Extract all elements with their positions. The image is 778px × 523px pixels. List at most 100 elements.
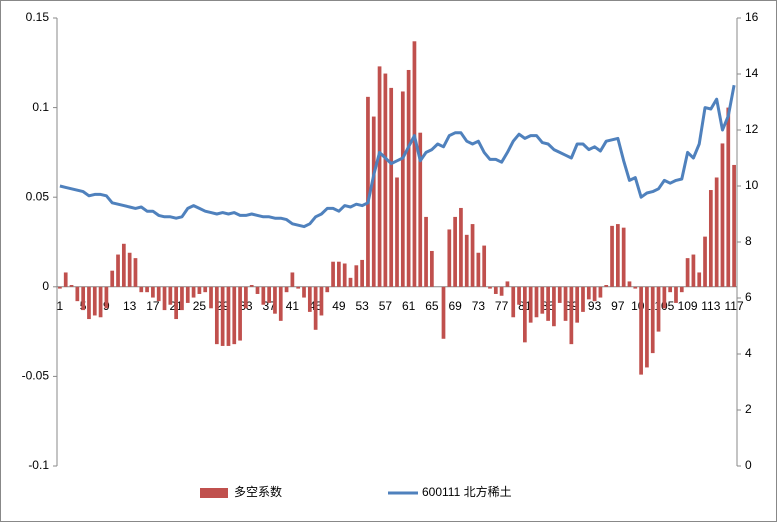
- legend-label: 600111 北方稀土: [422, 484, 512, 499]
- bar: [615, 224, 620, 287]
- y-tick-label: -0.05: [22, 369, 50, 383]
- bar: [226, 286, 231, 346]
- x-tick-label: 61: [402, 299, 416, 313]
- y2-tick-label: 10: [745, 178, 759, 192]
- y2-tick-label: 4: [745, 346, 752, 360]
- bar: [168, 286, 173, 305]
- bar: [98, 286, 103, 318]
- bar: [395, 177, 399, 287]
- bar: [470, 224, 475, 287]
- bar: [214, 286, 219, 345]
- x-tick-label: 97: [611, 299, 625, 313]
- bar: [284, 286, 289, 293]
- bar: [261, 286, 266, 305]
- x-tick-label: 13: [123, 299, 137, 313]
- bar: [453, 216, 457, 287]
- line: [59, 84, 736, 229]
- bar: [180, 286, 184, 311]
- bar: [290, 272, 295, 287]
- bar: [540, 286, 545, 314]
- bar: [331, 261, 335, 287]
- bar: [552, 286, 556, 327]
- y-tick-label: 0.05: [26, 189, 50, 203]
- y-tick-label: 0: [42, 279, 49, 293]
- bar: [238, 286, 242, 341]
- bar: [151, 286, 155, 298]
- bar: [459, 207, 463, 287]
- bar: [81, 286, 86, 311]
- y2-tick-label: 12: [745, 122, 759, 136]
- bar: [534, 286, 539, 318]
- bar: [424, 216, 428, 287]
- x-tick-label: 117: [725, 299, 744, 313]
- bar: [691, 254, 696, 287]
- bar: [517, 286, 521, 305]
- y2-tick-label: 2: [745, 402, 752, 416]
- bar: [482, 245, 487, 287]
- bar: [656, 286, 661, 332]
- x-tick-label: 17: [146, 299, 160, 313]
- bar: [511, 286, 516, 318]
- bar: [203, 286, 208, 293]
- bar: [650, 286, 655, 354]
- bar: [499, 286, 504, 296]
- bar: [197, 286, 202, 294]
- bar: [366, 96, 370, 287]
- bar: [87, 286, 91, 320]
- bar: [139, 286, 144, 293]
- bar: [360, 259, 364, 287]
- x-tick-label: 53: [355, 299, 369, 313]
- bar: [430, 250, 434, 287]
- y2-tick-label: 0: [745, 458, 752, 472]
- bar: [592, 286, 597, 302]
- x-tick-label: 93: [588, 299, 602, 313]
- bar: [726, 107, 731, 287]
- bar: [714, 177, 719, 287]
- bar: [383, 73, 388, 287]
- bar: [278, 286, 283, 321]
- bar: [232, 286, 237, 345]
- y2-tick-label: 14: [745, 66, 759, 80]
- bar: [488, 286, 492, 289]
- x-tick-label: 25: [193, 299, 207, 313]
- x-tick-label: 37: [262, 299, 276, 313]
- bar: [121, 243, 126, 287]
- bar: [267, 286, 271, 303]
- bar: [191, 286, 196, 298]
- bar: [406, 69, 411, 287]
- bar: [418, 132, 423, 287]
- y2-tick-label: 8: [745, 234, 752, 248]
- bar: [464, 234, 469, 287]
- x-tick-label: 113: [701, 299, 720, 313]
- legend-label: 多空系数: [234, 484, 282, 499]
- bar: [69, 285, 74, 287]
- bar: [598, 286, 603, 298]
- bar: [581, 286, 585, 312]
- bar: [708, 190, 713, 287]
- bar: [610, 225, 614, 287]
- bar: [371, 116, 376, 287]
- x-tick-label: 69: [448, 299, 462, 313]
- bar: [302, 286, 306, 298]
- bar: [220, 286, 225, 346]
- bar: [325, 286, 330, 293]
- bar: [174, 286, 179, 320]
- bar: [476, 252, 481, 287]
- y2-tick-label: 16: [745, 10, 759, 24]
- bar: [662, 286, 667, 309]
- bar: [75, 286, 80, 302]
- bar: [627, 281, 632, 287]
- bar: [569, 286, 574, 345]
- bar: [296, 286, 301, 289]
- bar: [162, 286, 167, 311]
- bar: [58, 286, 62, 289]
- bar: [185, 286, 190, 303]
- y-tick-label: 0.15: [26, 10, 50, 24]
- bar: [244, 286, 248, 309]
- bar: [633, 286, 638, 289]
- bar: [209, 286, 213, 309]
- y-tick-label: -0.1: [28, 458, 49, 472]
- x-tick-label: 49: [332, 299, 346, 313]
- x-tick-label: 65: [425, 299, 439, 313]
- bar: [307, 286, 312, 312]
